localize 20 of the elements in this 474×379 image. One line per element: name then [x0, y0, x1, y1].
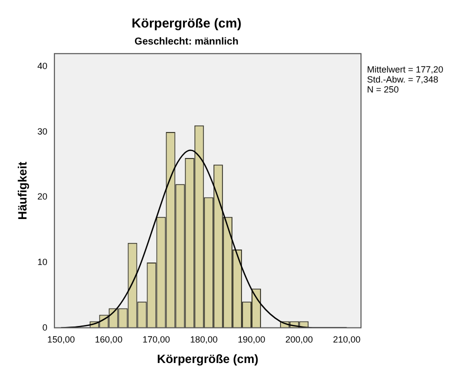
y-tick-label: 20 — [37, 192, 48, 202]
x-tick-label: 150,00 — [47, 334, 75, 345]
x-axis-title: Körpergröße (cm) — [157, 352, 258, 366]
y-axis-title: Häufigkeit — [16, 162, 30, 220]
x-tick-label: 200,00 — [285, 334, 313, 345]
line-series — [60, 150, 348, 328]
chart-title: Körpergröße (cm) — [132, 15, 242, 30]
x-tick-label: 190,00 — [238, 334, 266, 345]
y-tick-label: 40 — [37, 61, 48, 72]
x-tick-label: 210,00 — [332, 334, 360, 345]
chart-subtitle: Geschlecht: männlich — [134, 36, 238, 48]
y-tick-label: 0 — [42, 322, 48, 332]
text: Mittelwert = 177,20 — [367, 64, 444, 75]
x-tick-label: 170,00 — [142, 334, 170, 345]
text: Std.-Abw. = 7,348 — [367, 74, 438, 85]
y-tick-label: 10 — [37, 257, 48, 267]
x-tick-label: 160,00 — [94, 334, 122, 345]
text: N = 250 — [367, 84, 399, 95]
x-tick-label: 180,00 — [190, 334, 218, 345]
y-tick-label: 30 — [37, 126, 48, 136]
